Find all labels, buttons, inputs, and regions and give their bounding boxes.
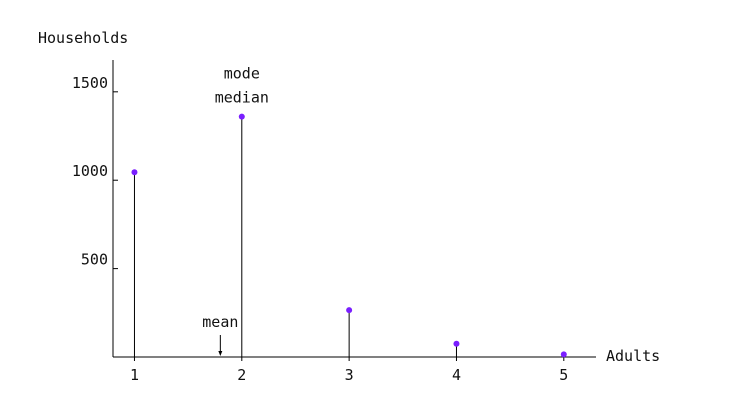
mean-pointer-arrow: [218, 351, 223, 356]
y-tick-label: 1500: [72, 74, 108, 92]
data-point: [238, 113, 245, 120]
y-tick-label: 500: [81, 251, 108, 269]
points: [131, 113, 567, 358]
y-tick-label: 1000: [72, 162, 108, 180]
data-point: [453, 340, 460, 347]
annotation-mode: mode: [224, 65, 260, 83]
data-point: [131, 169, 138, 176]
data-point: [560, 351, 567, 358]
x-tick-label: 2: [237, 366, 246, 384]
data-point: [346, 307, 353, 314]
x-tick-label: 1: [130, 366, 139, 384]
x-tick-label: 4: [452, 366, 461, 384]
x-tick-label: 5: [559, 366, 568, 384]
annotation-mean: mean: [202, 313, 238, 331]
x-tick-label: 3: [345, 366, 354, 384]
axes: [112, 60, 596, 361]
stems: [133, 116, 565, 357]
annotation-median: median: [215, 89, 269, 107]
x-axis-title: Adults: [606, 347, 660, 365]
labels: Households Adults 500 1000 1500 1 2 3 4 5 mode medi…: [38, 29, 660, 384]
y-axis-title: Households: [38, 29, 128, 47]
